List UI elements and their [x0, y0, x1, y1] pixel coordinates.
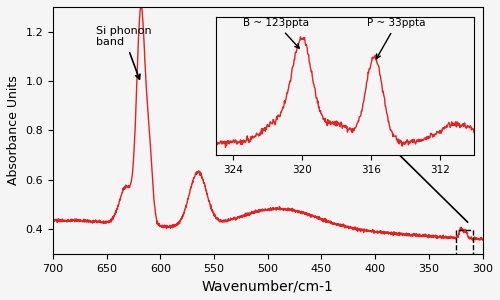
- Y-axis label: Absorbance Units: Absorbance Units: [7, 76, 20, 185]
- X-axis label: Wavenumber/cm-1: Wavenumber/cm-1: [202, 279, 334, 293]
- Text: Si phonon
band: Si phonon band: [96, 26, 152, 79]
